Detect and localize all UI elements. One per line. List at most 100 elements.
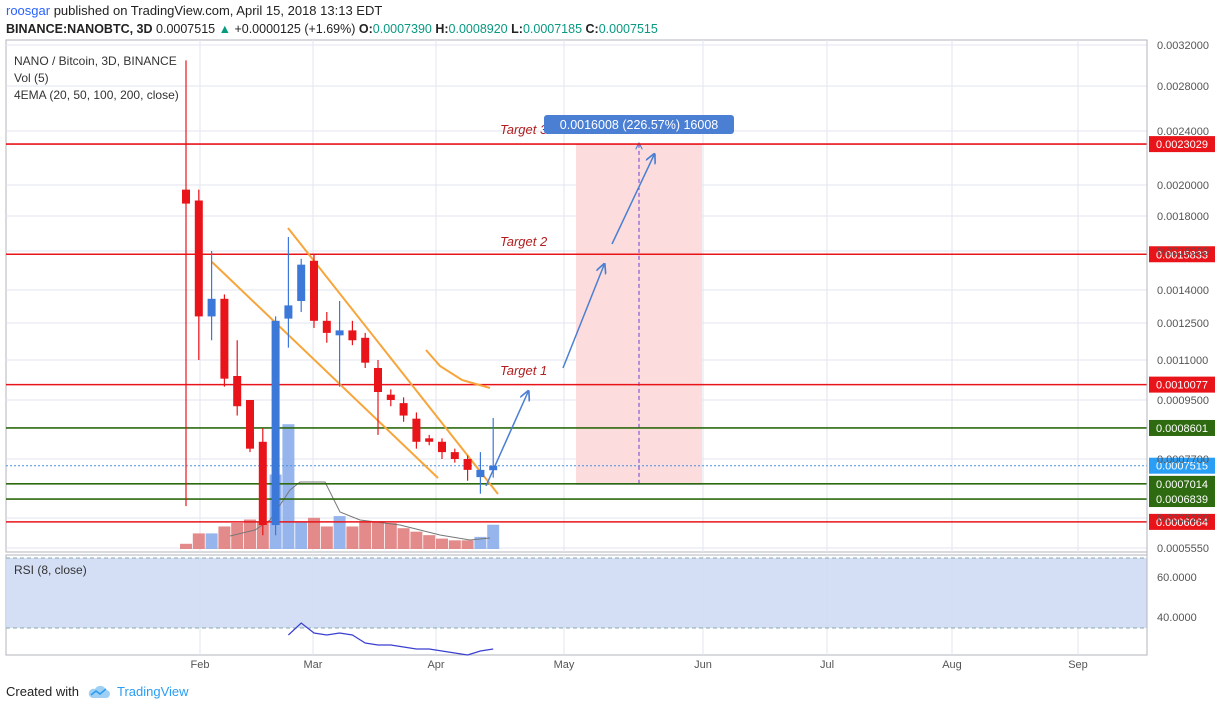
- y-tick-label: 0.0020000: [1157, 180, 1209, 192]
- y-tick-label: 0.0014000: [1157, 285, 1209, 297]
- volume-bar: [205, 533, 218, 549]
- y-tick-label: 0.0016000: [1157, 246, 1209, 258]
- open-label: O:: [358, 22, 373, 36]
- chart-legend: NANO / Bitcoin, 3D, BINANCE Vol (5) 4EMA…: [14, 54, 179, 577]
- candle-body: [438, 441, 446, 453]
- x-tick-label: Mar: [304, 659, 323, 671]
- candle-body: [361, 337, 370, 363]
- measure-box: [576, 144, 702, 485]
- x-tick-label: Sep: [1068, 659, 1088, 671]
- tradingview-label: TradingView: [116, 684, 189, 699]
- open-value: 0.0007390: [372, 22, 432, 36]
- rsi-lower-label: 40.0000: [1157, 612, 1197, 624]
- volume-bar: [180, 543, 192, 549]
- y-tick-label: 0.0007700: [1157, 454, 1209, 466]
- candle-body: [258, 441, 267, 526]
- volume-bar: [372, 521, 384, 549]
- volume-bar: [333, 516, 346, 549]
- measure-label-bg: [544, 115, 734, 134]
- candle-body: [207, 298, 216, 317]
- y-tick-label: 0.0032000: [1157, 40, 1209, 52]
- volume-bar: [231, 523, 244, 549]
- volume-bar: [308, 517, 320, 549]
- price-change: +0.0000125 (+1.69%): [234, 22, 356, 36]
- legend-ema: 4EMA (20, 50, 100, 200, close): [14, 88, 179, 102]
- level-price-text: 0.0006064: [1156, 517, 1208, 529]
- publish-info: roosgar published on TradingView.com, Ap…: [6, 3, 382, 18]
- level-price-tag: [1149, 246, 1215, 263]
- level-price-text: 0.0015833: [1156, 249, 1208, 261]
- candle-body: [297, 264, 306, 301]
- candle-body: [310, 260, 318, 321]
- volume-bar: [359, 521, 372, 549]
- candle-body: [271, 320, 280, 526]
- volume-bar: [346, 526, 359, 549]
- volume-bar: [474, 536, 487, 549]
- level-price-tag: [1149, 419, 1215, 436]
- y-tick-label: 0.0012500: [1157, 318, 1209, 330]
- publish-text: published on TradingView.com, April 15, …: [53, 3, 383, 18]
- level-price-text: 0.0023029: [1156, 139, 1208, 151]
- volume-bar: [244, 519, 256, 549]
- candle-body: [194, 200, 203, 317]
- y-tick-label: 0.0005550: [1157, 543, 1209, 555]
- high-value: 0.0008920: [448, 22, 508, 36]
- candle-body: [425, 438, 434, 442]
- volume-bar: [295, 521, 308, 549]
- candle-body: [386, 394, 395, 400]
- candle-body: [246, 400, 254, 449]
- target-label: Target 2: [500, 234, 548, 249]
- level-price-tag: [1149, 376, 1215, 393]
- ema-segment-line: [425, 349, 491, 389]
- rsi-upper-label: 60.0000: [1157, 572, 1197, 584]
- author-link[interactable]: roosgar: [6, 3, 51, 18]
- channel-lower-line: [211, 261, 439, 479]
- level-price-text: 0.0007014: [1156, 479, 1208, 491]
- candle-body: [284, 305, 293, 319]
- level-price-text: 0.0010077: [1156, 380, 1208, 392]
- axes: Feb Mar Apr May Jun Jul Aug Sep 0.0032000 0.00280…: [191, 40, 1209, 671]
- candle-body: [450, 452, 459, 459]
- footer: Created with TradingView: [6, 684, 189, 699]
- candle-body: [463, 459, 472, 470]
- candle-body: [322, 320, 331, 333]
- y-tick-label: 0.0006200: [1157, 513, 1209, 525]
- candle-body: [335, 330, 344, 336]
- level-price-tag: [1149, 475, 1215, 492]
- volume-bar: [410, 531, 423, 549]
- x-tick-label: Jul: [820, 659, 834, 671]
- target-label: Target 1: [500, 363, 547, 378]
- legend-title: NANO / Bitcoin, 3D, BINANCE: [14, 54, 177, 68]
- volume-bar: [192, 533, 205, 549]
- volume-bar: [448, 540, 461, 549]
- low-label: L:: [511, 22, 523, 36]
- candle-body: [220, 298, 229, 379]
- candle-body: [233, 376, 242, 407]
- volume-bar: [436, 538, 448, 549]
- candle-body: [412, 418, 421, 442]
- y-tick-label: 0.0009500: [1157, 395, 1209, 407]
- ohlc-bar: BINANCE:NANOBTC, 3D 0.0007515 ▲ +0.00001…: [6, 22, 658, 36]
- horizontal-levels[interactable]: 0.0023029 0.0015833 0.0010077 0.0008601 0.00…: [6, 136, 1215, 530]
- volume-bar: [461, 540, 474, 549]
- volume-bar: [384, 523, 397, 549]
- volume-bar: [397, 528, 410, 549]
- volume-bars: [180, 424, 500, 549]
- close-label: C:: [585, 22, 599, 36]
- x-tick-label: Apr: [427, 659, 444, 671]
- volume-bar: [282, 424, 295, 549]
- candle-body: [374, 368, 382, 392]
- rsi-pane: [6, 557, 1147, 656]
- created-with-text: Created with: [6, 684, 79, 699]
- level-price-tag: [1149, 491, 1215, 508]
- candle-body: [476, 469, 485, 478]
- volume-bar: [487, 524, 500, 549]
- tradingview-brand[interactable]: TradingView: [87, 684, 189, 699]
- rsi-band: [6, 558, 1147, 628]
- high-label: H:: [435, 22, 449, 36]
- x-tick-label: May: [554, 659, 575, 671]
- level-price-text: 0.0006839: [1156, 494, 1208, 506]
- candles: [182, 60, 498, 536]
- candle-body: [182, 189, 190, 204]
